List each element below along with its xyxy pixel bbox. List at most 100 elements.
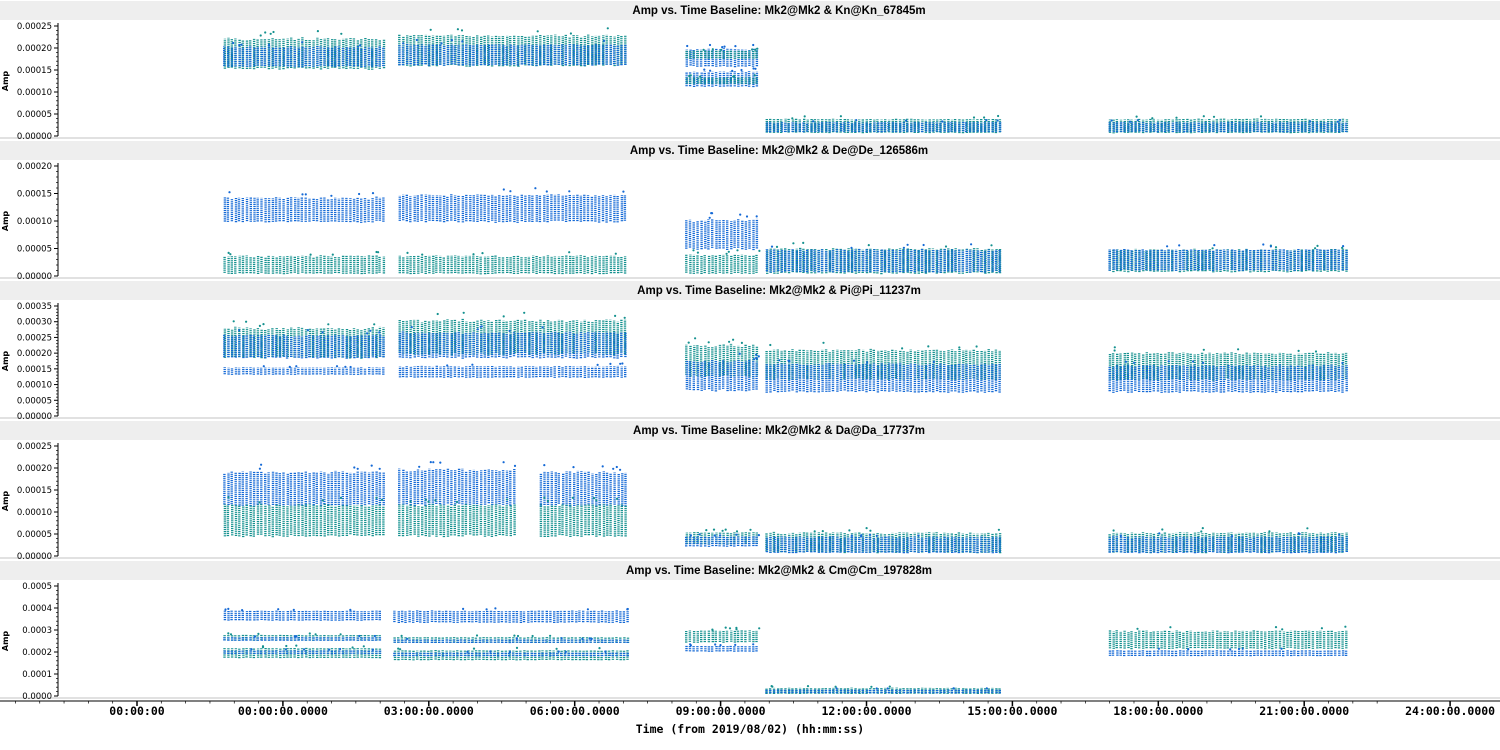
- y-tick-label: 0.0001: [22, 670, 52, 680]
- outlier-points: [1112, 527, 1309, 533]
- outlier-points: [770, 685, 891, 688]
- data-point: [711, 628, 714, 631]
- data-point: [339, 633, 342, 636]
- data-point: [397, 647, 400, 650]
- data-point: [410, 326, 413, 329]
- band-blue: [1108, 360, 1348, 393]
- data-point: [614, 314, 617, 317]
- data-point: [812, 120, 815, 123]
- data-point: [261, 645, 265, 648]
- data-point: [375, 496, 378, 499]
- y-tick-label: 0.00025: [17, 442, 52, 452]
- band-teal: [766, 241, 1002, 275]
- data-segment: [398, 311, 627, 378]
- band-blue: [765, 119, 1002, 133]
- data-point: [752, 43, 755, 47]
- data-points: [765, 122, 1002, 133]
- outlier-points: [258, 463, 381, 470]
- panel-title: Amp vs. Time Baseline: Mk2@Mk2 & Cm@Cm_1…: [626, 565, 932, 577]
- data-point: [1213, 244, 1216, 247]
- data-points: [765, 363, 1001, 393]
- y-tick-label: 0.00000: [17, 412, 52, 422]
- outlier-points: [238, 329, 381, 335]
- y-tick-label: 0.00025: [17, 333, 52, 343]
- data-point: [739, 213, 742, 216]
- data-point: [531, 634, 534, 638]
- data-point: [835, 687, 838, 690]
- data-point: [288, 365, 291, 368]
- data-point: [380, 498, 384, 501]
- data-point: [720, 48, 723, 51]
- outlier-points: [436, 311, 626, 319]
- data-point: [371, 192, 375, 195]
- data-point: [476, 328, 479, 331]
- band-teal: [223, 320, 385, 359]
- data-point: [446, 364, 449, 367]
- data-points: [1108, 630, 1348, 650]
- band-teal: [398, 498, 516, 538]
- data-point: [344, 365, 347, 368]
- data-points: [539, 470, 627, 507]
- outlier-points: [689, 643, 755, 647]
- data-point: [755, 215, 758, 218]
- y-tick-label: 0.00010: [17, 88, 52, 98]
- data-point: [740, 68, 743, 72]
- data-point: [321, 331, 324, 334]
- data-point: [439, 461, 442, 464]
- data-point: [626, 608, 629, 611]
- band-blue: [1108, 532, 1348, 554]
- data-point: [349, 365, 352, 369]
- data-point: [509, 190, 512, 193]
- data-points: [393, 649, 629, 661]
- data-point: [1274, 626, 1278, 629]
- data-point: [406, 637, 409, 640]
- data-point: [269, 32, 272, 35]
- x-tick-label: 18:00:00.0000: [1113, 704, 1203, 718]
- band-blue: [393, 607, 629, 623]
- data-point: [917, 534, 920, 537]
- data-point: [303, 648, 306, 651]
- data-point: [740, 341, 744, 344]
- y-tick-label: 0.00015: [17, 66, 52, 76]
- y-tick-label: 0.0002: [22, 648, 52, 658]
- data-point: [1297, 349, 1300, 352]
- panel-title-bar: [0, 421, 1500, 440]
- data-points: [223, 196, 385, 223]
- data-point: [480, 325, 483, 328]
- data-points: [539, 503, 627, 537]
- data-point: [429, 28, 432, 31]
- outlier-points: [543, 464, 622, 471]
- outlier-points: [409, 498, 509, 504]
- data-point: [508, 329, 511, 332]
- data-point: [508, 650, 511, 654]
- data-point: [1274, 246, 1278, 249]
- data-point: [753, 74, 756, 77]
- data-point: [409, 500, 412, 503]
- data-point: [869, 529, 872, 532]
- band-blue: [765, 359, 1001, 393]
- data-point: [277, 608, 280, 611]
- data-point: [1167, 360, 1170, 363]
- data-point: [725, 252, 728, 255]
- data-point: [440, 42, 443, 45]
- data-point: [358, 192, 361, 196]
- data-point: [855, 119, 858, 122]
- data-point: [358, 634, 361, 638]
- data-segment: [765, 241, 1002, 275]
- data-point: [569, 32, 573, 35]
- data-point: [754, 67, 757, 70]
- data-point: [875, 687, 878, 690]
- data-point: [356, 467, 359, 470]
- band-blue: [398, 38, 627, 66]
- data-segment: [685, 337, 760, 392]
- data-point: [264, 31, 267, 34]
- outlier-points: [738, 352, 760, 361]
- data-points: [223, 255, 386, 275]
- data-point: [791, 117, 794, 120]
- data-point: [295, 644, 298, 647]
- data-point: [952, 687, 955, 690]
- data-point: [922, 243, 925, 247]
- data-point: [378, 331, 381, 334]
- data-point: [331, 253, 334, 256]
- data-point: [622, 190, 625, 193]
